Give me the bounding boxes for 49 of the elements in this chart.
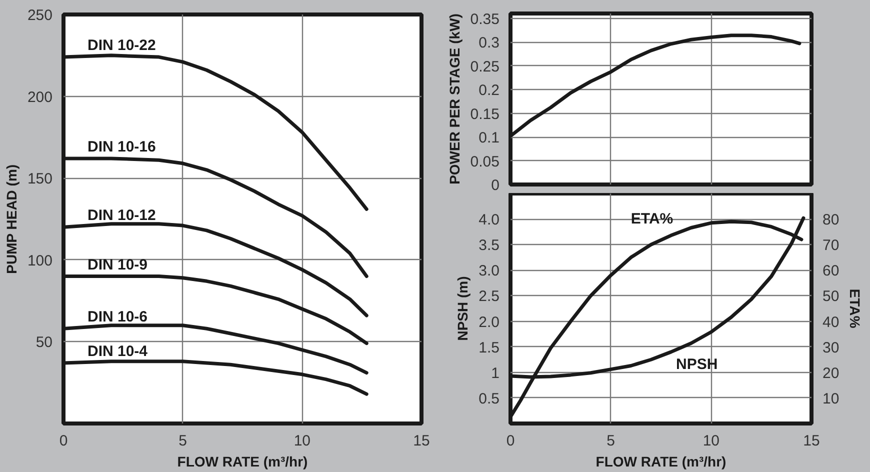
y-tick-label: 0 [491,177,500,194]
x-tick-label: 0 [59,432,68,450]
y-tick-label: 0.1 [478,130,500,146]
y2-tick-label: 70 [822,237,840,254]
y-tick-label: 3.0 [478,262,500,280]
y2-axis-title: ETA% [847,288,864,329]
series-label: DIN 10-22 [88,37,156,54]
y-tick-label: 3.5 [478,237,500,254]
y-tick-label: 2.5 [478,288,500,306]
series-label: DIN 10-6 [88,308,148,326]
x-axis-title: FLOW RATE (m³/hr) [596,454,726,470]
y-axis-title: PUMP HEAD (m) [3,164,20,274]
y2-tick-label: 40 [822,314,840,331]
series-label: DIN 10-12 [88,207,156,224]
y-tick-label: 200 [27,88,53,106]
y-tick-label: 0.5 [478,390,500,408]
y-axis-title: POWER PER STAGE (kW) [446,14,462,184]
x-tick-label: 0 [506,432,515,450]
y-tick-label: 0.15 [470,106,500,123]
y2-tick-label: 50 [822,288,840,306]
x-tick-label: 15 [803,432,820,450]
y2-tick-label: 30 [822,339,840,356]
y-tick-label: 0.3 [478,34,500,52]
y-axis-title: NPSH (m) [454,276,471,341]
series-label: DIN 10-9 [88,256,148,274]
y2-tick-label: 20 [822,364,840,382]
x-axis-title: FLOW RATE (m³/hr) [177,454,308,470]
y2-tick-label: 10 [822,390,840,408]
y-tick-label: 2.0 [478,314,500,331]
y-tick-label: 0.35 [470,10,500,28]
y-tick-label: 0.25 [470,58,500,76]
y-tick-label: 0.05 [470,153,500,170]
y2-tick-label: 60 [822,262,840,280]
x-tick-label: 10 [702,432,720,450]
y-tick-label: 50 [36,334,53,352]
x-tick-label: 15 [413,432,430,450]
series-label: DIN 10-4 [88,342,148,360]
x-tick-label: 5 [606,432,616,450]
y-tick-label: 100 [27,252,53,270]
y-tick-label: 1 [491,364,500,382]
y-tick-label: 0.2 [478,82,500,99]
y2-tick-label: 80 [822,212,840,229]
y-tick-label: 4.0 [478,212,500,229]
y-tick-label: 1.5 [478,339,500,356]
x-tick-label: 5 [178,432,188,450]
series-label: DIN 10-16 [88,138,156,156]
y-tick-label: 150 [27,170,53,188]
y-tick-label: 250 [27,7,53,24]
x-tick-label: 10 [294,432,311,450]
